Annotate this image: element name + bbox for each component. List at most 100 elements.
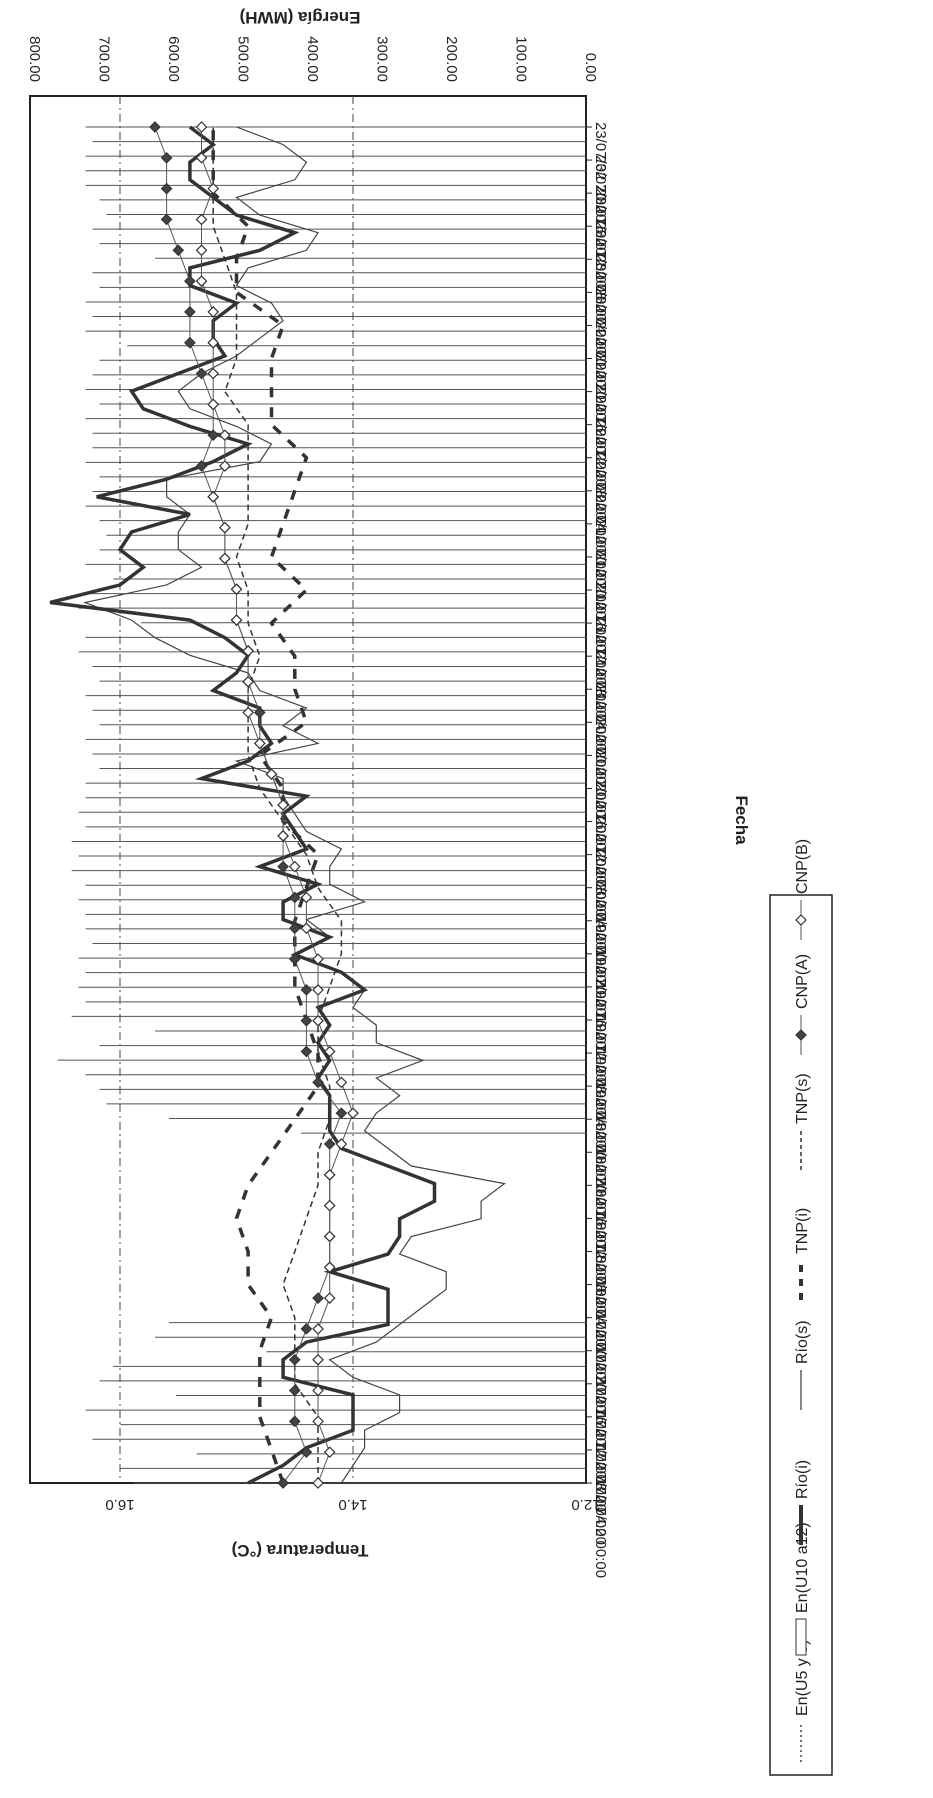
- series-cnp-a-marker: [335, 1107, 348, 1120]
- energy-tick-label: 700.00: [96, 36, 113, 82]
- plot-area: 16.0 14.0 12.0 800.00 700.00 600.00 500.00 400.…: [26, 8, 751, 1578]
- series-cnp-b-marker: [207, 306, 220, 318]
- series-cnp-a-marker: [323, 1138, 336, 1150]
- series-cnp-b-marker: [288, 860, 301, 873]
- series-cnp-a-marker: [172, 244, 185, 257]
- series-cnp-a-marker: [288, 953, 301, 965]
- series-cnp-b-marker: [323, 1230, 336, 1243]
- x-tick-label: 19/07/02 08:00: [592, 1015, 609, 1115]
- x-tick-label: 18/07/02 12:00: [592, 1180, 609, 1280]
- series-cnp-a-marker: [300, 1446, 313, 1459]
- series-cnp-b-marker: [219, 429, 231, 442]
- series-cnp-b-marker: [312, 1384, 324, 1397]
- series-rio-s: [82, 126, 506, 1484]
- series-cnp-b-marker: [242, 675, 254, 688]
- legend-label: Río(i): [794, 1460, 811, 1499]
- legend: En(U5 y 6) En(U10 a12) Río(i) Río(s) TNP(i) T…: [769, 839, 833, 1776]
- series-cnp-a-marker: [288, 891, 301, 904]
- x-tick-label: 19/07/02 20:00: [592, 916, 609, 1016]
- x-tick-label: 22/07/02 16:00: [592, 354, 609, 454]
- x-tick-label: 21/07/02 08:00: [592, 618, 609, 718]
- x-tick-label: 20/07/02 20:00: [592, 717, 609, 817]
- series-cnp-b-marker: [195, 213, 208, 226]
- x-tick-label: 18/07/02 16:00: [592, 1147, 609, 1247]
- legend-swatch-marker: [795, 914, 807, 926]
- series-cnp-b-marker: [219, 521, 231, 534]
- series-cnp-b-marker: [253, 737, 266, 750]
- energy-tick-label: 300.00: [374, 36, 391, 82]
- legend-swatch-marker: [795, 1029, 807, 1041]
- temp-tick-label: 16.0: [105, 1496, 134, 1513]
- series-cnp-b-marker: [195, 151, 208, 164]
- x-tick-label: 23/07/02 08:00: [592, 221, 609, 321]
- series-cnp-b-marker: [312, 1415, 324, 1428]
- energy-tick-label: 600.00: [165, 36, 182, 82]
- x-tick-label: 22/07/02 12:00: [592, 387, 609, 487]
- legend-label: CNP(A): [794, 954, 811, 1009]
- series-cnp-b-marker: [323, 1261, 336, 1274]
- legend-label: En(U5 y 6): [794, 1640, 811, 1716]
- x-tick-label: 20/07/02 12:00: [592, 783, 609, 883]
- series-cnp-b-marker: [347, 1107, 359, 1120]
- x-tick-label: 20/07/02 00:00: [592, 883, 609, 983]
- energy-tick-label: 0.00: [582, 53, 599, 82]
- x-tick-label: 17/07/02 04:00: [592, 1445, 609, 1545]
- x-tick-label: 17/07/02 08:00: [592, 1412, 609, 1512]
- series-cnp-b-marker: [312, 953, 324, 965]
- x-tick-label: 18/07/02 08:00: [592, 1213, 609, 1313]
- x-tick-label: 22/07/02 00:00: [592, 486, 609, 586]
- x-axis-title: Fecha: [732, 795, 751, 845]
- x-tick-label: 21/07/02 04:00: [592, 651, 609, 751]
- series-cnp-b-marker: [323, 1199, 336, 1212]
- series-cnp-a-marker: [288, 1353, 301, 1366]
- x-tick-label: 19/07/02 04:00: [592, 1048, 609, 1148]
- series-cnp-b-marker: [312, 1353, 324, 1366]
- legend-label: En(U10 a12): [794, 1522, 811, 1613]
- series-cnp-a-marker: [253, 706, 266, 719]
- series-cnp-b-marker: [312, 1323, 324, 1335]
- series-cnp-a-marker: [160, 151, 173, 164]
- x-tick-label: 19/07/02 12:00: [592, 982, 609, 1082]
- x-tick-label: 17/07/02 00:00: [592, 1478, 609, 1578]
- series-cnp-a-marker: [300, 984, 313, 996]
- series-cnp-a-marker: [277, 860, 289, 873]
- series-cnp-b-marker: [230, 614, 243, 626]
- series-cnp-b-marker: [242, 645, 254, 657]
- x-tick-label: 20/07/02 08:00: [592, 817, 609, 917]
- series-cnp-b-marker: [323, 1045, 336, 1058]
- energy-tick-label: 200.00: [443, 36, 460, 82]
- series-cnp-b-marker: [207, 490, 220, 503]
- series-cnp-b-marker: [323, 1292, 336, 1304]
- series-cnp-a-marker: [312, 1076, 324, 1089]
- series-cnp-a-marker: [184, 336, 196, 349]
- series-cnp-b-marker: [335, 1076, 348, 1089]
- series-cnp-a-marker: [277, 1477, 289, 1489]
- series-cnp-a-marker: [195, 367, 208, 380]
- legend-label: TNP(i): [794, 1208, 811, 1254]
- series-cnp-b-marker: [312, 1014, 324, 1027]
- x-tick-label: 23/07/02 12:00: [592, 188, 609, 288]
- x-tick-label: 21/07/02 00:00: [592, 684, 609, 784]
- energy-tick-label: 100.00: [513, 36, 530, 82]
- x-tick-label: 19/07/02 16:00: [592, 949, 609, 1049]
- series-cnp-a-marker: [160, 213, 173, 226]
- x-tick-label: 23/07/02 04:00: [592, 254, 609, 354]
- series-cnp-a-marker: [300, 1014, 313, 1027]
- x-tick-label: 20/07/02 16:00: [592, 750, 609, 850]
- series-cnp-b-marker: [277, 799, 289, 811]
- x-tick-label: 23/07/02 00:00: [592, 287, 609, 387]
- series-cnp-b-marker: [195, 121, 208, 133]
- series-cnp-b-marker: [207, 336, 220, 349]
- series-rio-i: [49, 125, 437, 1485]
- series-cnp-b-marker: [300, 891, 313, 904]
- series-cnp-b-marker: [242, 706, 254, 719]
- energy-tick-label: 500.00: [235, 36, 252, 82]
- series-cnp-a-marker: [312, 1292, 324, 1304]
- series-cnp-a-marker: [288, 1415, 301, 1428]
- legend-label: Río(s): [794, 1320, 811, 1364]
- x-tick-label: 21/07/02 20:00: [592, 519, 609, 619]
- series-cnp-a-marker: [300, 1045, 313, 1058]
- y-right-axis-title: Energía (MWH): [240, 8, 361, 27]
- series-cnp-b-marker: [323, 1446, 336, 1459]
- x-tick-label: 18/07/02 04:00: [592, 1246, 609, 1346]
